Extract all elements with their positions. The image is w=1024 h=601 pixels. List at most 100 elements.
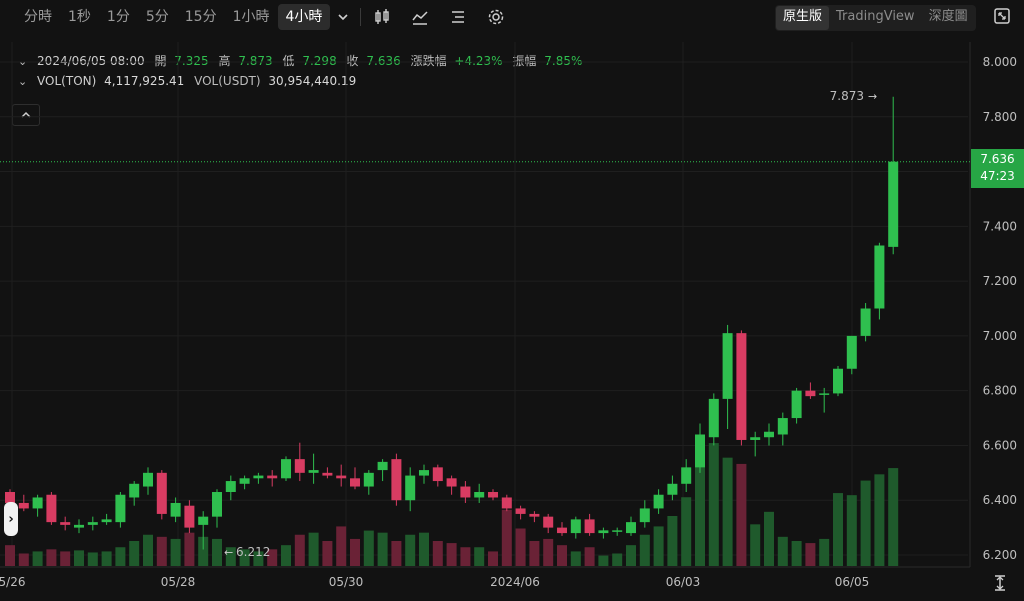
volume-bar — [833, 493, 843, 566]
timeframe-15m[interactable]: 15分 — [184, 9, 217, 25]
volume-bar — [488, 551, 498, 566]
candle-body — [557, 527, 567, 534]
candle-body — [308, 470, 319, 473]
y-axis: 8.0007.8007.6007.4007.2007.0006.8006.600… — [969, 42, 1017, 567]
fullscreen-icon[interactable] — [992, 6, 1014, 28]
volume-bars — [5, 443, 899, 566]
volume-bar — [391, 541, 402, 566]
volume-bar — [419, 532, 429, 566]
candle-body — [143, 472, 153, 487]
settings-icon[interactable] — [485, 6, 507, 28]
open-value: 7.325 — [174, 54, 209, 68]
candle-body — [350, 478, 360, 487]
timeframe-dropdown-icon[interactable] — [336, 6, 350, 28]
candle-body — [253, 475, 264, 479]
change-value: +4.23% — [454, 54, 503, 68]
volume-bar — [722, 457, 733, 566]
x-tick-label: 2024/06 — [490, 575, 540, 589]
chart-toolbar: 分時 1秒 1分 5分 15分 1小時 4小時 — [0, 0, 1024, 34]
volume-bar — [819, 538, 830, 566]
volume-bar — [350, 538, 360, 566]
volume-bar — [363, 530, 374, 566]
drawing-tools-icon[interactable] — [447, 6, 469, 28]
candle-body — [501, 497, 512, 509]
volume-bar — [5, 545, 15, 566]
y-tick-label: 7.200 — [983, 274, 1017, 288]
candle-body — [777, 418, 788, 435]
volume-bar — [294, 534, 305, 566]
candle-body — [708, 398, 719, 438]
expand-panel-button[interactable]: › — [4, 502, 18, 536]
candle-body — [888, 161, 899, 247]
candle-type-icon[interactable] — [371, 6, 393, 28]
volume-bar — [225, 547, 236, 566]
candle-body — [860, 308, 871, 336]
high-value: 7.873 — [238, 54, 273, 68]
timeframe-1m[interactable]: 1分 — [106, 9, 130, 25]
volume-bar — [681, 497, 692, 566]
volume-legend: ⌄ VOL(TON) 4,117,925.41 VOL(USDT) 30,954… — [18, 74, 356, 88]
volume-bar — [143, 534, 153, 566]
volume-bar — [253, 551, 264, 566]
y-tick-label: 8.000 — [983, 55, 1017, 69]
candle-body — [129, 483, 140, 498]
volume-bar — [474, 547, 485, 566]
candle-body — [391, 459, 402, 501]
candle-body — [184, 505, 195, 528]
timeframe-1s[interactable]: 1秒 — [68, 9, 91, 25]
volume-bar — [612, 553, 623, 566]
close-value: 7.636 — [366, 54, 401, 68]
candle-body — [722, 333, 733, 399]
candle-body — [488, 492, 498, 498]
high-label: 高 — [218, 54, 231, 68]
volume-bar — [336, 526, 347, 566]
last-price-value: 7.636 — [980, 152, 1015, 166]
volume-bar — [653, 526, 664, 566]
y-tick-label: 6.600 — [983, 438, 1017, 452]
volume-bar — [115, 547, 126, 566]
timeframe-fenshi[interactable]: 分時 — [24, 9, 52, 25]
volume-bar — [874, 474, 885, 566]
candle-body — [639, 508, 650, 523]
candle-body — [101, 519, 112, 523]
volume-bar — [32, 551, 43, 566]
volume-bar — [87, 552, 98, 566]
change-label: 漲跌幅 — [410, 54, 447, 68]
candle-body — [667, 483, 678, 495]
candle-body — [281, 459, 291, 479]
y-tick-label: 6.200 — [983, 548, 1017, 562]
y-tick-label: 7.000 — [983, 329, 1017, 343]
auto-scale-icon[interactable] — [992, 574, 1008, 592]
volume-bar — [860, 480, 871, 566]
y-tick-label: 6.800 — [983, 384, 1017, 398]
candle-body — [819, 393, 830, 395]
candle-body — [5, 492, 15, 503]
timeframe-1h[interactable]: 1小時 — [232, 9, 270, 25]
view-tradingview[interactable]: TradingView — [836, 9, 915, 24]
volume-bar — [18, 553, 29, 566]
y-tick-label: 6.400 — [983, 493, 1017, 507]
timeframe-4h[interactable]: 4小時 — [277, 4, 331, 30]
view-native[interactable]: 原生版 — [776, 6, 830, 30]
low-annotation: 6.212 — [236, 545, 270, 559]
view-depth[interactable]: 深度圖 — [928, 9, 968, 24]
volume-bar — [584, 547, 595, 566]
candle-body — [653, 494, 664, 509]
volume-bar — [501, 509, 512, 566]
candle-countdown: 47:23 — [980, 169, 1015, 183]
volume-bar — [60, 551, 71, 566]
volume-bar — [639, 534, 650, 566]
volume-bar — [736, 463, 747, 566]
volume-bar — [308, 532, 319, 566]
candle-body — [363, 472, 374, 487]
collapse-volume-icon[interactable]: ⌄ — [18, 75, 28, 88]
last-price-badge: 7.636 47:23 — [971, 149, 1024, 188]
ohlc-date: 2024/06/05 08:00 — [37, 54, 145, 68]
volume-bar — [888, 468, 899, 566]
candle-body — [267, 475, 278, 479]
timeframe-5m[interactable]: 5分 — [145, 9, 169, 25]
volume-bar — [695, 445, 705, 566]
indicators-icon[interactable] — [409, 6, 431, 28]
volume-bar — [557, 545, 567, 566]
